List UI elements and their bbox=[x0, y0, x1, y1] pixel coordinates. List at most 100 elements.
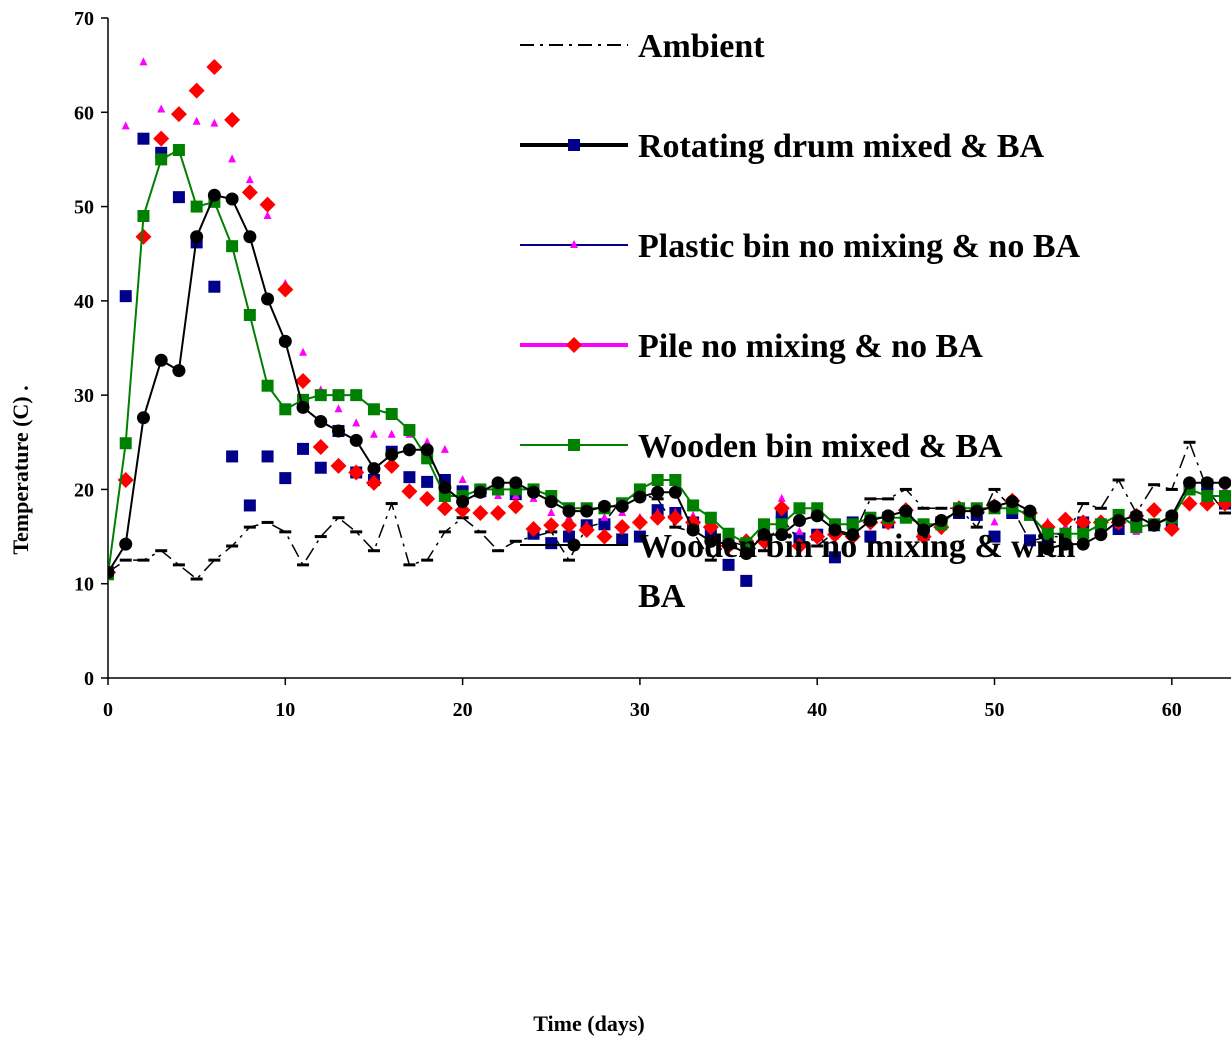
data-point bbox=[459, 475, 467, 483]
data-point bbox=[793, 514, 806, 527]
data-point bbox=[421, 476, 433, 488]
data-point bbox=[652, 474, 664, 486]
data-point bbox=[1219, 490, 1231, 502]
data-point bbox=[385, 448, 398, 461]
data-point bbox=[122, 121, 130, 129]
data-point bbox=[1077, 538, 1090, 551]
data-point bbox=[1130, 509, 1143, 522]
data-point bbox=[545, 537, 557, 549]
x-tick-label: 10 bbox=[275, 699, 295, 721]
x-axis-title: Time (days) bbox=[533, 1011, 644, 1036]
data-point bbox=[135, 229, 151, 245]
data-point bbox=[139, 57, 147, 65]
data-point bbox=[616, 500, 629, 513]
data-point bbox=[419, 491, 435, 507]
data-point bbox=[1219, 476, 1231, 489]
y-tick-label: 40 bbox=[74, 291, 94, 313]
y-axis-title: Temperature (C) . bbox=[8, 385, 33, 554]
legend-label: Pile no mixing & no BA bbox=[638, 328, 983, 365]
data-point bbox=[1201, 476, 1214, 489]
data-point bbox=[687, 499, 699, 511]
x-tick-label: 20 bbox=[453, 699, 473, 721]
data-point bbox=[474, 486, 487, 499]
data-point bbox=[988, 500, 1001, 513]
data-point bbox=[490, 505, 506, 521]
data-point bbox=[545, 495, 558, 508]
legend-label: Rotating drum mixed & BA bbox=[638, 128, 1045, 165]
data-point bbox=[153, 131, 169, 147]
data-point bbox=[155, 153, 167, 165]
data-point bbox=[899, 505, 912, 518]
data-point bbox=[208, 189, 221, 202]
data-point bbox=[864, 514, 877, 527]
data-point bbox=[299, 348, 307, 356]
data-point bbox=[262, 450, 274, 462]
data-point bbox=[330, 458, 346, 474]
data-point bbox=[279, 472, 291, 484]
legend-swatch-marker bbox=[568, 139, 580, 151]
legend-label: Ambient bbox=[638, 28, 765, 65]
data-point bbox=[1006, 495, 1019, 508]
data-point bbox=[472, 505, 488, 521]
data-point bbox=[224, 112, 240, 128]
data-point bbox=[313, 439, 329, 455]
legend-item-4: Pile no mixing & no BA bbox=[520, 328, 983, 365]
data-point bbox=[171, 106, 187, 122]
y-tick-label: 60 bbox=[74, 102, 94, 124]
data-point bbox=[438, 481, 451, 494]
y-tick-label: 50 bbox=[74, 197, 94, 219]
y-tick-label: 10 bbox=[74, 574, 94, 596]
data-point bbox=[244, 309, 256, 321]
data-point bbox=[614, 519, 630, 535]
data-point bbox=[508, 498, 524, 514]
data-point bbox=[102, 566, 115, 579]
data-point bbox=[242, 184, 258, 200]
data-point bbox=[191, 201, 203, 213]
data-point bbox=[633, 490, 646, 503]
data-point bbox=[315, 462, 327, 474]
data-point bbox=[297, 401, 310, 414]
data-point bbox=[437, 500, 453, 516]
data-point bbox=[441, 445, 449, 453]
data-point bbox=[953, 505, 966, 518]
data-point bbox=[403, 471, 415, 483]
data-point bbox=[403, 443, 416, 456]
data-point bbox=[262, 380, 274, 392]
y-tick-label: 70 bbox=[74, 8, 94, 30]
legend-label: Plastic bin no mixing & no BA bbox=[638, 228, 1081, 265]
data-point bbox=[1057, 512, 1073, 528]
data-point bbox=[740, 575, 752, 587]
data-point bbox=[120, 437, 132, 449]
legend-swatch-marker bbox=[568, 439, 580, 451]
data-point bbox=[368, 403, 380, 415]
data-point bbox=[279, 335, 292, 348]
data-point bbox=[350, 389, 362, 401]
data-point bbox=[1146, 502, 1162, 518]
legend-item-1: Ambient bbox=[520, 28, 765, 65]
data-point bbox=[190, 230, 203, 243]
legend-item-2: Rotating drum mixed & BA bbox=[520, 128, 1045, 165]
data-point bbox=[580, 505, 593, 518]
data-point bbox=[370, 430, 378, 438]
data-point bbox=[991, 517, 999, 525]
legend-item-3: Plastic bin no mixing & no BA bbox=[520, 228, 1081, 265]
data-point bbox=[367, 462, 380, 475]
data-point bbox=[492, 476, 505, 489]
data-point bbox=[226, 193, 239, 206]
x-tick-label: 40 bbox=[807, 699, 827, 721]
data-point bbox=[882, 509, 895, 522]
data-point bbox=[705, 512, 717, 524]
data-point bbox=[562, 505, 575, 518]
data-point bbox=[616, 533, 628, 545]
data-point bbox=[157, 104, 165, 112]
data-point bbox=[228, 154, 236, 162]
data-point bbox=[137, 411, 150, 424]
data-point bbox=[226, 450, 238, 462]
data-point bbox=[596, 529, 612, 545]
data-point bbox=[279, 403, 291, 415]
data-point bbox=[386, 408, 398, 420]
data-point bbox=[189, 83, 205, 99]
data-point bbox=[120, 290, 132, 302]
